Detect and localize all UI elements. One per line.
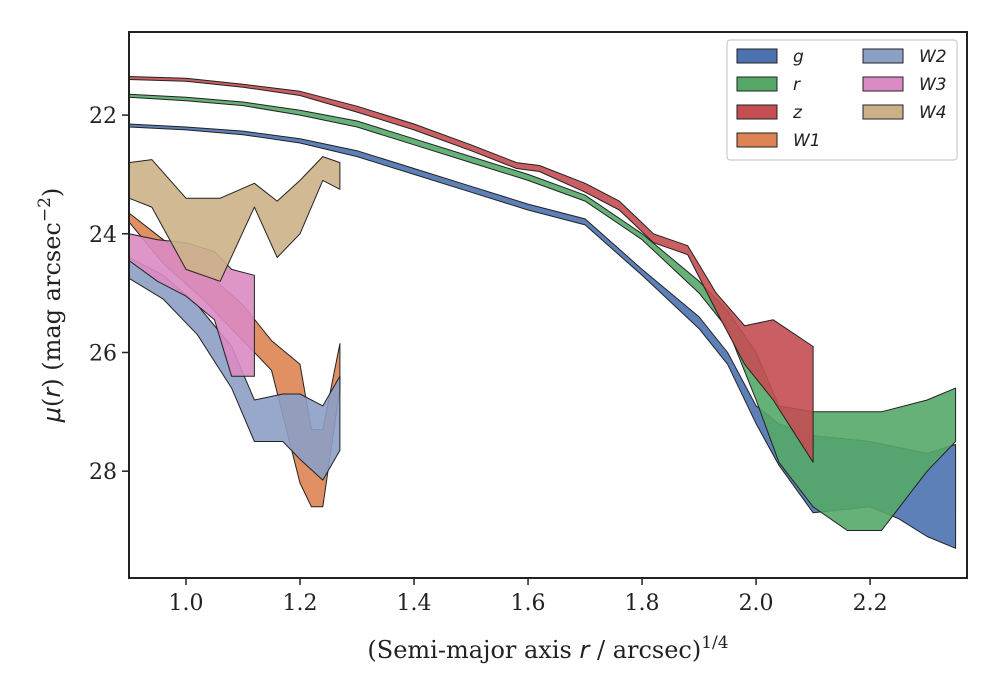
legend-label-r: r	[793, 75, 801, 95]
legend-label-g: g	[793, 47, 804, 67]
legend-label-w4: W4	[919, 103, 947, 123]
y-tick-label: 26	[89, 341, 117, 366]
legend: grz W1 W2 W3 W4	[726, 39, 958, 161]
legend-swatch-z	[736, 104, 778, 120]
plot-frame	[128, 31, 968, 579]
legend-box	[726, 39, 958, 161]
x-tick-label: 1.8	[625, 591, 660, 616]
legend-swatch-w1	[736, 132, 778, 148]
band-z	[128, 76, 814, 463]
legend-swatch-w4	[862, 104, 904, 120]
x-axis-label: (Semi-major axis r / arcsec)1/4	[367, 633, 728, 664]
x-tick-label: 1.4	[397, 591, 432, 616]
y-tick-label: 24	[89, 223, 117, 248]
legend-label-z: z	[792, 103, 803, 123]
x-tick-label: 2.0	[739, 591, 774, 616]
x-axis: 1.0 1.2 1.4 1.6 1.8 2.0 2.2	[169, 578, 888, 616]
x-tick-label: 1.0	[169, 591, 204, 616]
y-tick-label: 22	[89, 104, 117, 129]
band-r	[128, 93, 957, 531]
legend-swatch-w2	[862, 48, 904, 64]
legend-swatch-r	[736, 76, 778, 92]
y-axis: 22 24 26 28	[89, 104, 129, 485]
x-tick-label: 2.2	[853, 591, 888, 616]
legend-label-w2: W2	[919, 47, 947, 67]
x-tick-label: 1.2	[283, 591, 318, 616]
series-layer	[128, 76, 957, 549]
legend-label-w3: W3	[919, 75, 947, 95]
y-axis-label: μ(r) (mag arcsec−2)	[35, 188, 66, 424]
x-tick-label: 1.6	[511, 591, 546, 616]
legend-items: grz W1 W2 W3 W4	[736, 47, 947, 151]
band-w4	[128, 156, 341, 282]
legend-swatch-g	[736, 48, 778, 64]
y-tick-label: 28	[89, 460, 117, 485]
legend-swatch-w3	[862, 76, 904, 92]
legend-label-w1: W1	[793, 131, 821, 151]
